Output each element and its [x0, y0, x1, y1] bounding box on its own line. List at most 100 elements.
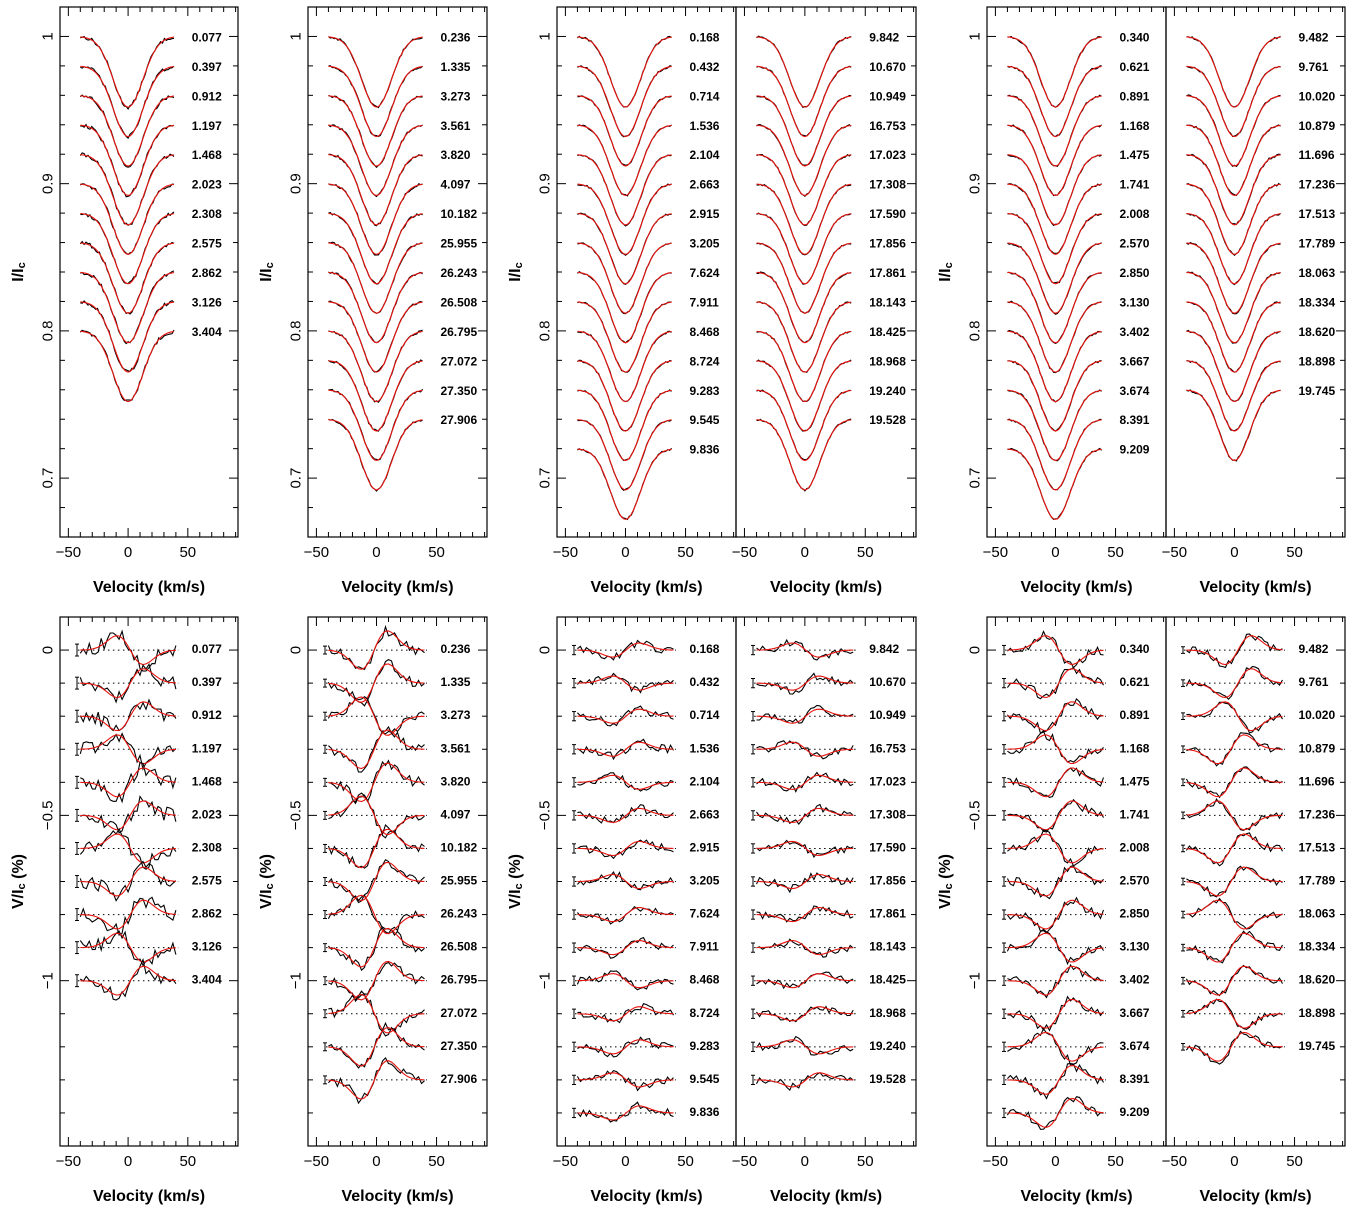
stokes-i-panel-4: −50 0 50 Velocity (km/s) 0.7 0.8 0.9 1 I/Ic 0.340…: [937, 6, 1346, 596]
phase-label: 3.674: [1119, 1039, 1149, 1053]
profile-2.915: 2.915: [577, 207, 720, 286]
observed-profile: [80, 795, 177, 834]
x-tick-label: 50: [677, 544, 694, 561]
phase-label: 2.570: [1119, 237, 1149, 251]
profile-3.561: 3.561: [328, 119, 471, 198]
subpanel-1: −50 0 50 Velocity (km/s) −1 −0.5 0 V/Ic (%) 0.16…: [507, 616, 737, 1205]
model-profile: [1186, 932, 1283, 963]
phase-label: 3.674: [1119, 384, 1149, 398]
y-tick-label: −1: [537, 972, 554, 989]
profile-17.856: 17.856: [756, 237, 906, 314]
stokes-i-panel-2: −50 0 50 Velocity (km/s) 0.7 0.8 0.9 1 I/Ic 0.236…: [258, 6, 488, 596]
model-profile: [1007, 701, 1104, 732]
model-profile: [1186, 833, 1283, 864]
model-profile: [1007, 124, 1102, 196]
phase-label: 1.197: [192, 741, 222, 755]
observed-profile: [79, 329, 175, 402]
phase-label: 18.425: [869, 973, 906, 987]
observed-profile: [756, 872, 854, 894]
phase-label: 10.020: [1298, 708, 1335, 722]
profile-0.714: 0.714: [572, 705, 720, 727]
profile-0.891: 0.891: [1002, 697, 1150, 735]
profile-4.097: 4.097: [328, 178, 471, 256]
profile-9.836: 9.836: [577, 443, 720, 521]
observed-profile: [1007, 630, 1104, 669]
model-profile: [756, 940, 854, 956]
phase-label: 7.911: [689, 940, 719, 954]
observed-profile: [1186, 930, 1283, 964]
phase-label: 4.097: [440, 178, 470, 192]
profile-3.674: 3.674: [1002, 1027, 1150, 1066]
model-profile: [328, 630, 425, 670]
profile-2.023: 2.023: [80, 178, 222, 256]
profile-1.536: 1.536: [572, 738, 720, 761]
phase-label: 0.077: [192, 642, 222, 656]
phase-label: 19.240: [869, 1039, 906, 1053]
y-tick-label: 0.9: [288, 173, 305, 194]
model-profile: [80, 833, 176, 864]
model-profile: [577, 774, 674, 790]
phase-label: 8.724: [689, 354, 719, 368]
stokes-v-panel-4: −50 0 50 Velocity (km/s) −1 −0.5 0 V/Ic (%) 0.34…: [937, 616, 1346, 1205]
model-profile: [756, 1006, 854, 1022]
profile-3.273: 3.273: [328, 89, 471, 169]
y-tick-label: 0.8: [537, 320, 554, 341]
phase-label: 9.761: [1298, 675, 1328, 689]
model-profile: [328, 696, 425, 736]
phase-label: 8.724: [689, 1006, 719, 1020]
observed-profile: [328, 1021, 425, 1069]
y-tick-label: 0: [288, 646, 305, 654]
y-axis-label: I/Ic: [258, 262, 277, 281]
model-profile: [328, 360, 423, 432]
phase-label: 17.590: [869, 840, 906, 854]
profile-17.308: 17.308: [751, 803, 906, 826]
x-axis-label: Velocity (km/s): [341, 1188, 453, 1205]
model-profile: [577, 973, 674, 989]
model-profile: [328, 124, 423, 196]
profile-19.745: 19.745: [1181, 1030, 1335, 1065]
x-tick-label: 0: [124, 1153, 132, 1170]
model-profile: [80, 635, 176, 666]
phase-label: 2.663: [689, 807, 719, 821]
phase-label: 9.836: [689, 443, 719, 457]
phase-label: 2.915: [689, 840, 719, 854]
observed-profile: [1185, 1030, 1283, 1065]
phase-label: 11.696: [1298, 148, 1334, 162]
x-axis-label: Velocity (km/s): [1199, 579, 1311, 596]
phase-label: 1.536: [689, 119, 719, 133]
subpanel-1: −50 0 50 Velocity (km/s) −1 −0.5 0 V/Ic (%) 0.07…: [10, 616, 239, 1205]
profile-0.621: 0.621: [1002, 666, 1150, 700]
profile-18.143: 18.143: [756, 295, 906, 373]
phase-label: 0.432: [689, 675, 719, 689]
model-profile: [756, 419, 852, 491]
model-profile: [1007, 866, 1104, 897]
profile-0.236: 0.236: [323, 624, 471, 671]
observed-profile: [1007, 1062, 1104, 1100]
profile-0.340: 0.340: [1002, 630, 1150, 669]
phase-label: 17.513: [1298, 207, 1335, 221]
phase-label: 10.670: [869, 675, 906, 689]
y-tick-label: 0: [537, 646, 554, 654]
model-profile: [80, 330, 175, 403]
observed-profile: [327, 696, 425, 735]
x-tick-label: −50: [304, 544, 329, 561]
y-tick-label: 0.7: [288, 468, 305, 489]
model-profile: [577, 124, 672, 196]
x-tick-label: 50: [179, 1153, 196, 1170]
phase-label: 3.404: [192, 325, 222, 339]
model-profile: [1186, 271, 1281, 344]
profile-3.402: 3.402: [1002, 963, 1150, 999]
model-profile: [80, 95, 175, 167]
profile-1.475: 1.475: [1007, 148, 1150, 227]
phase-label: 0.621: [1119, 60, 1149, 74]
model-profile: [577, 741, 674, 757]
phase-label: 1.468: [192, 774, 222, 788]
profile-18.425: 18.425: [756, 325, 906, 403]
model-profile: [80, 124, 175, 196]
observed-profile: [576, 672, 674, 694]
model-profile: [577, 271, 672, 344]
model-profile: [80, 767, 176, 798]
phase-label: 2.575: [192, 874, 222, 888]
profile-2.850: 2.850: [1002, 896, 1150, 934]
phase-label: 2.023: [192, 807, 222, 821]
